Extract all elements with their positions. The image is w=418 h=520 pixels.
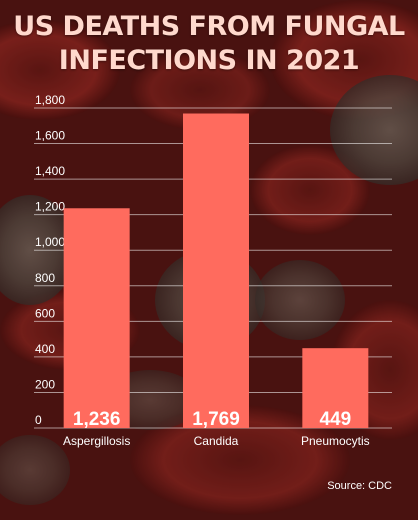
x-tick-label: Aspergillosis: [63, 434, 130, 448]
y-tick-label: 400: [35, 342, 55, 356]
value-label: 449: [319, 409, 351, 430]
chart-title-line-2: INFECTIONS IN 2021: [58, 45, 360, 76]
y-tick-label: 1,400: [35, 164, 65, 178]
bars: [63, 113, 369, 428]
value-labels: 1,236 1,769 449: [73, 409, 351, 430]
x-axis-labels: Aspergillosis Candida Pneumocytis: [63, 434, 370, 448]
y-axis-ticks: 0 200 400 600 800 1,000 1,200 1,400 1,600 1,800: [35, 93, 65, 427]
y-tick-label: 1,000: [35, 235, 65, 249]
x-tick-label: Pneumocytis: [301, 434, 370, 448]
chart-title-line-1: US DEATHS FROM FUNGAL: [13, 11, 405, 42]
y-tick-label: 1,600: [35, 129, 65, 143]
bar-pneumocytis: [302, 348, 369, 428]
y-tick-label: 1,800: [35, 93, 65, 107]
chart-title: US DEATHS FROM FUNGAL INFECTIONS IN 2021: [0, 10, 418, 78]
bar-aspergillosis: [63, 208, 130, 428]
y-tick-label: 200: [35, 377, 55, 391]
x-tick-label: Candida: [194, 434, 239, 448]
source-note: Source: CDC: [327, 480, 392, 492]
y-tick-label: 600: [35, 306, 55, 320]
y-tick-label: 800: [35, 271, 55, 285]
value-label: 1,236: [73, 409, 121, 430]
y-tick-label: 1,200: [35, 200, 65, 214]
bar-candida: [183, 113, 249, 428]
y-tick-label: 0: [35, 413, 42, 427]
value-label: 1,769: [192, 409, 240, 430]
